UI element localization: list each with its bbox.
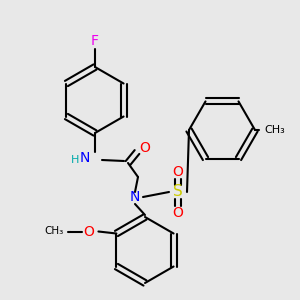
Text: N: N	[80, 151, 90, 165]
Text: O: O	[140, 141, 150, 155]
Text: O: O	[83, 224, 94, 239]
Text: CH₃: CH₃	[45, 226, 64, 236]
Text: N: N	[130, 190, 140, 204]
Text: CH₃: CH₃	[265, 125, 285, 135]
Text: H: H	[71, 155, 79, 165]
Text: methoxy: methoxy	[69, 231, 76, 232]
Text: S: S	[173, 184, 183, 200]
Text: F: F	[91, 34, 99, 48]
Text: O: O	[172, 206, 183, 220]
Text: O: O	[172, 165, 183, 179]
